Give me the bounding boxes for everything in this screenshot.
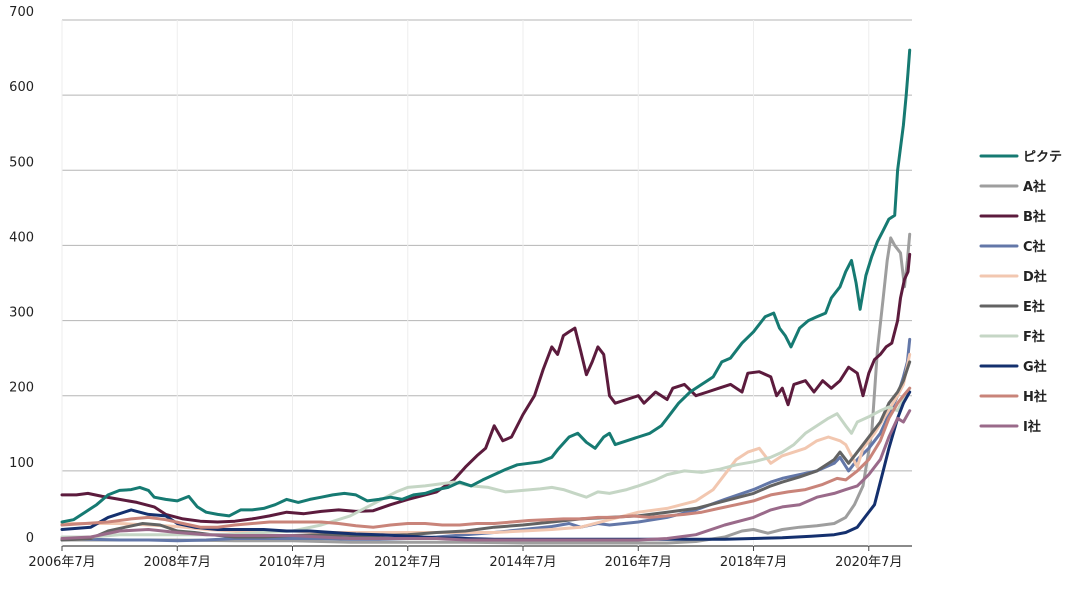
y-tick-label: 400 [9,230,34,245]
x-axis-ticks: 2006年7月 2008年7月 2010年7月 2012年7月 2014年7月 2016年… [28,546,902,570]
vertical-gridlines [61,20,870,546]
legend-label: ピクテ [1023,150,1062,165]
series-line-ピクテ [60,48,912,524]
gridlines [62,19,912,547]
series-line-C社 [60,337,912,543]
x-tick-label: 2016年7月 [605,555,672,570]
series-line-G社 [60,390,912,541]
series-line-F社 [60,386,912,539]
series-line-A社 [60,232,912,545]
x-tick-label: 2012年7月 [374,555,441,570]
series-line-I社 [60,409,912,542]
legend-label: B社 [1023,209,1046,225]
x-tick-label: 2006年7月 [28,555,95,570]
y-tick-label: 200 [9,381,34,396]
legend-label: C社 [1023,239,1046,255]
legend-label: G社 [1023,359,1047,375]
y-tick-label: 300 [9,306,34,321]
y-tick-label: 700 [9,5,34,20]
y-tick-label: 0 [26,531,34,546]
legend-label: H社 [1023,389,1047,405]
y-tick-label: 500 [9,155,34,170]
y-axis-ticks: 0 100 200 300 400 500 600 700 [9,5,34,546]
legend-label: A社 [1023,179,1046,195]
legend-label: F社 [1023,329,1045,345]
series-line-B社 [60,252,912,524]
series-lines [60,48,912,545]
legend-label: D社 [1023,269,1047,285]
x-tick-label: 2008年7月 [144,555,211,570]
x-tick-label: 2018年7月 [720,555,787,570]
x-tick-label: 2014年7月 [489,555,556,570]
x-tick-label: 2020年7月 [835,555,902,570]
series-line-H社 [60,386,912,529]
y-tick-label: 100 [9,456,34,471]
legend-label: I社 [1023,419,1041,435]
x-tick-label: 2010年7月 [259,555,326,570]
legend: ピクテ A社 B社 C社 D社 E社 F社 G社 H社 I社 [979,150,1062,435]
legend-label: E社 [1023,299,1045,315]
y-tick-label: 600 [9,80,34,95]
